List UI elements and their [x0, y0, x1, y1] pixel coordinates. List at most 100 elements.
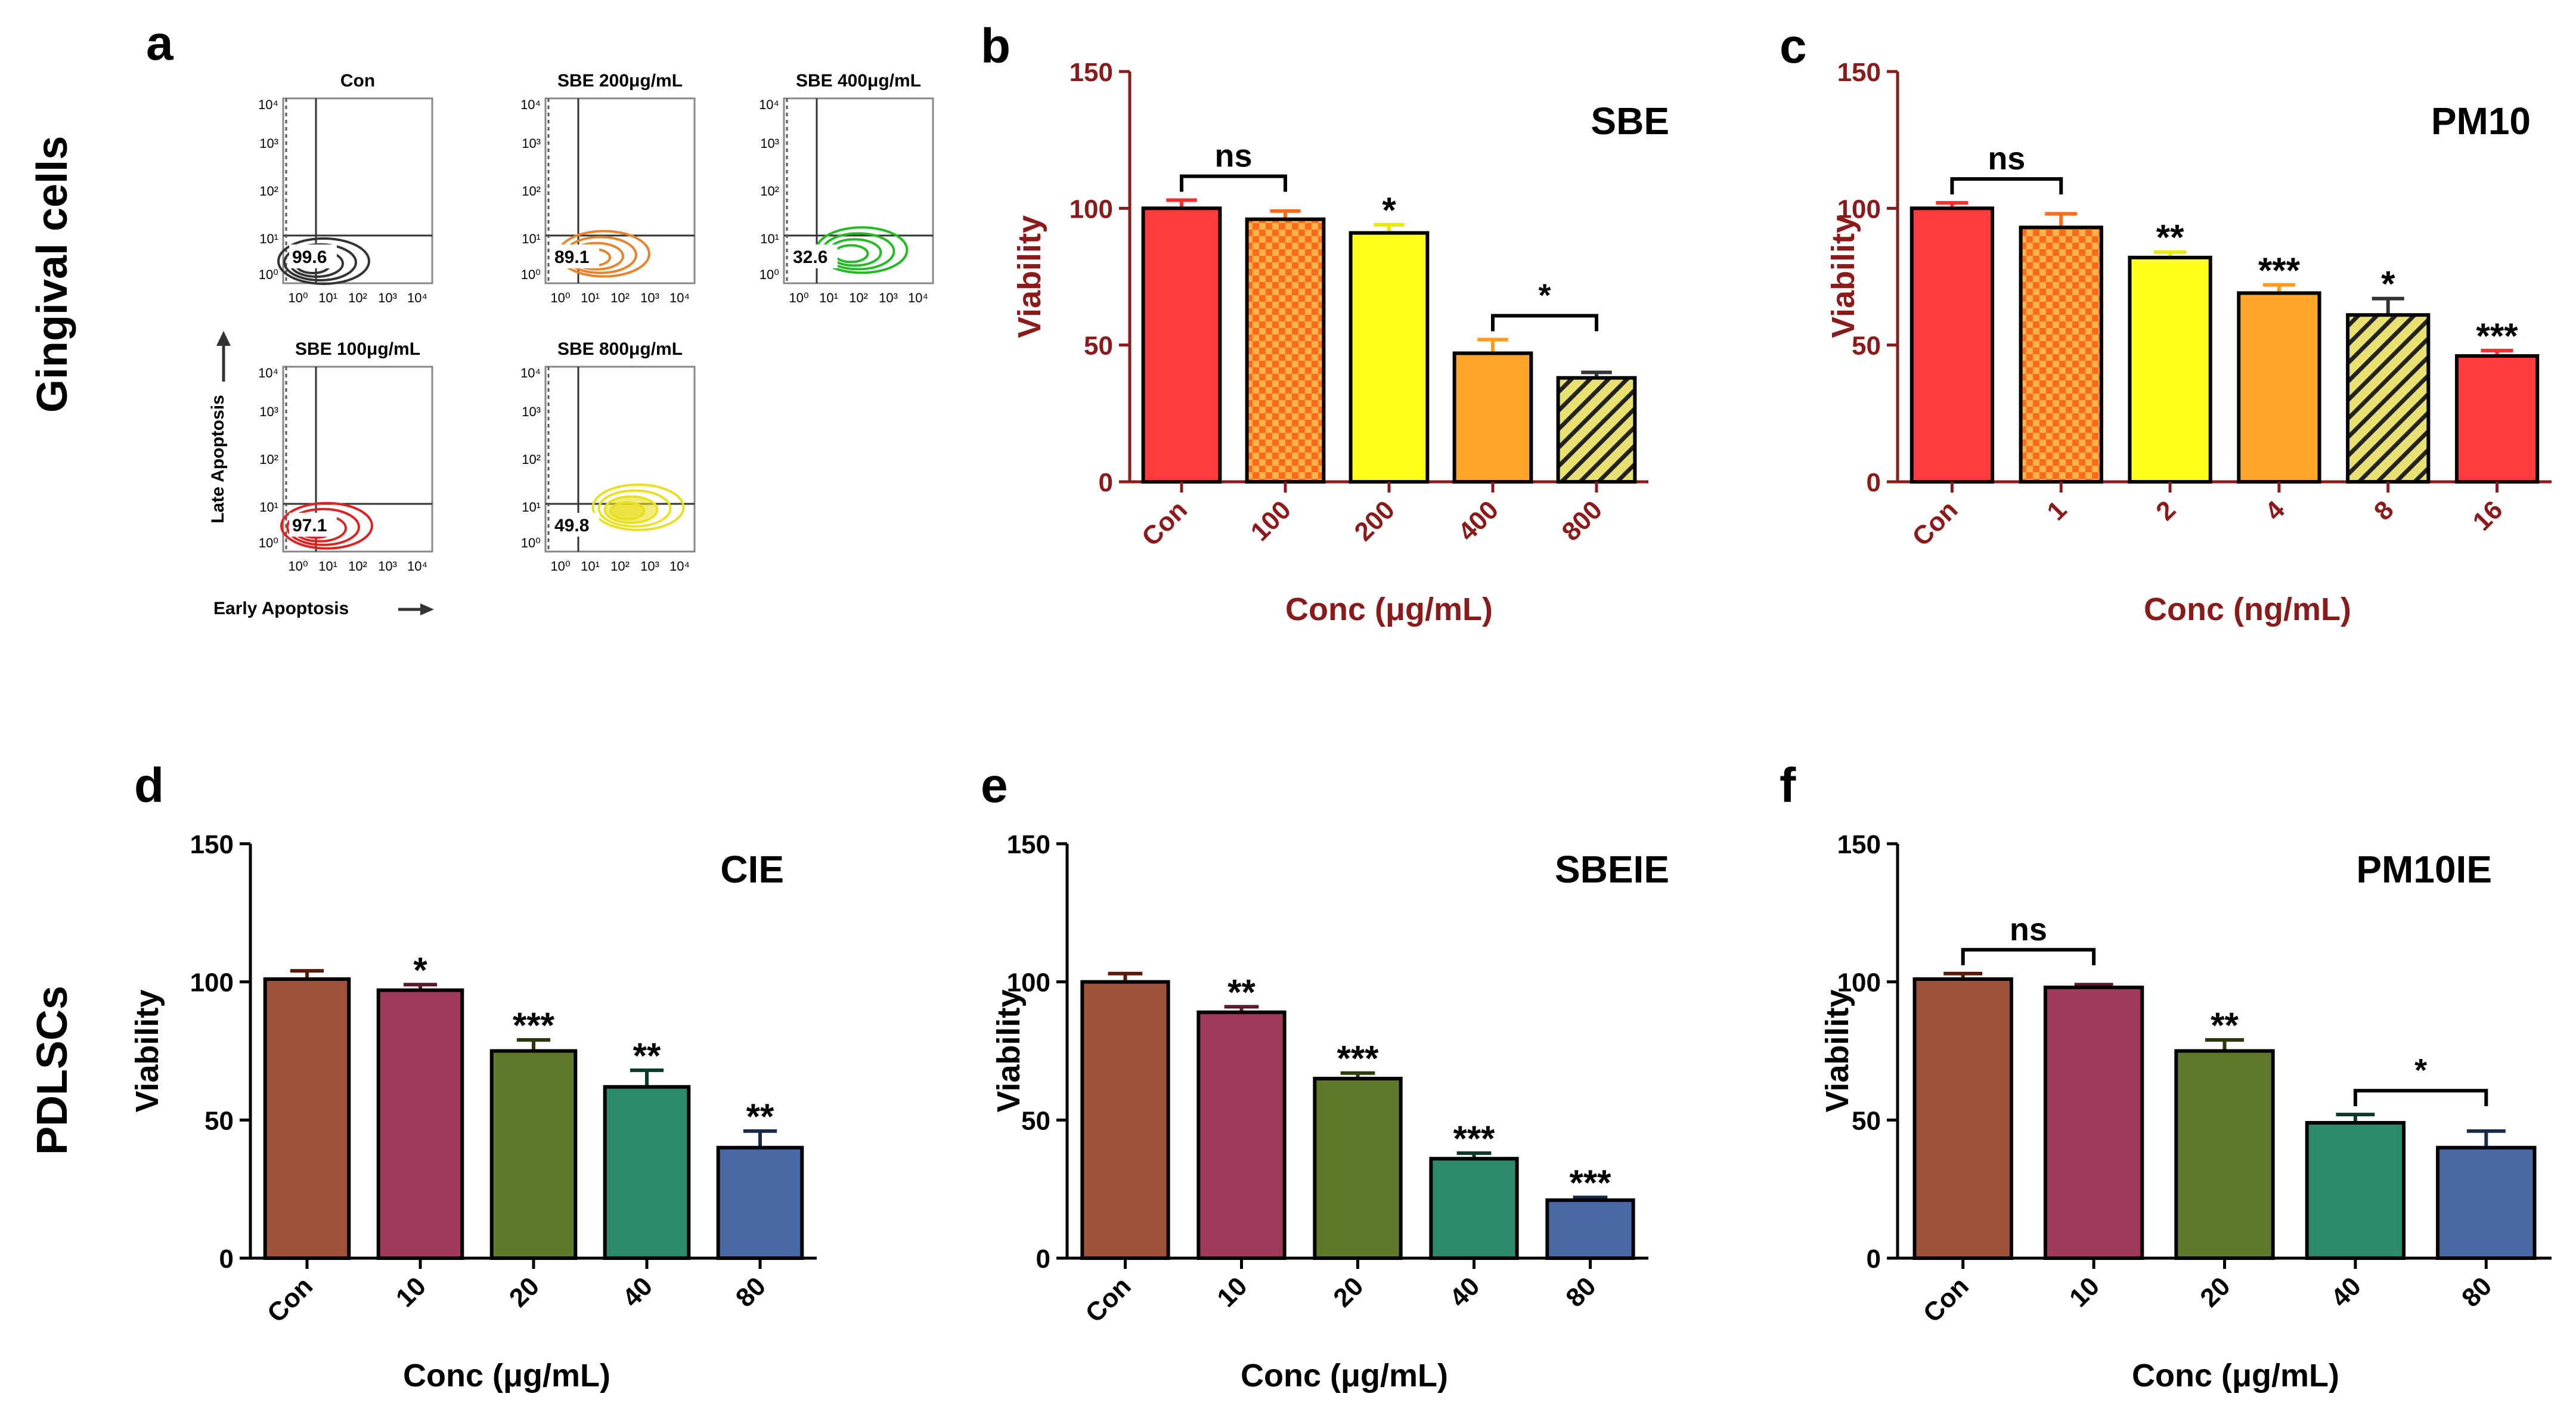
- flow-x-tick-label: 10⁴: [908, 290, 928, 305]
- flow-x-tick-label: 10⁴: [407, 290, 427, 305]
- flow-value-bg: [289, 244, 337, 268]
- y-axis-label: Viability: [991, 989, 1027, 1112]
- bar: [603, 1085, 691, 1260]
- significance-stars: *: [413, 950, 427, 990]
- significance-bracket: [1950, 177, 2063, 195]
- bracket-label: ns: [2010, 912, 2047, 947]
- x-tick-label: 8: [2369, 495, 2400, 526]
- flow-x-tick-label: 10¹: [581, 290, 600, 305]
- x-tick-label: 20: [504, 1271, 545, 1312]
- flow-y-tick-label: 10³: [259, 404, 278, 419]
- row-label-gingival-cells: Gingival cells: [29, 136, 76, 413]
- panel-letter: e: [981, 758, 1008, 813]
- flow-x-tick-label: 10⁰: [550, 559, 570, 574]
- y-tick-label: 50: [1084, 332, 1113, 361]
- flow-y-tick-label: 10⁴: [258, 366, 278, 380]
- y-axis-label: Viability: [1825, 215, 1861, 338]
- y-tick-label: 100: [1007, 968, 1050, 998]
- flow-plot-frame: [544, 97, 696, 284]
- chart-c: c PM10 0 50 100 150 Viability Con 1 2 ** 4 *** 8 * 16 **…: [1780, 19, 2552, 627]
- y-tick-label: 100: [190, 968, 234, 998]
- x-tick-label: 1: [2041, 495, 2072, 526]
- significance-stars: *: [1382, 190, 1396, 230]
- y-tick-label: 50: [1852, 332, 1881, 361]
- chart-title: CIE: [720, 848, 784, 891]
- x-tick-label: 20: [2194, 1271, 2236, 1312]
- flow-y-tick-label: 10¹: [259, 500, 278, 515]
- y-tick-label: 100: [1070, 194, 1113, 224]
- significance-stars: ***: [1337, 1039, 1379, 1079]
- y-tick-label: 100: [1837, 968, 1881, 998]
- flow-y-tick-label: 10³: [522, 404, 541, 419]
- flow-y-tick-label: 10⁴: [258, 97, 278, 112]
- flow-contour: [597, 489, 672, 528]
- flow-quadrant-value: 49.8: [554, 516, 589, 535]
- x-tick-label: Con: [262, 1271, 318, 1328]
- bar: [263, 977, 351, 1260]
- bar: [376, 988, 464, 1260]
- bar: [2346, 313, 2431, 484]
- flow-value-bg: [790, 244, 838, 268]
- bar: [1912, 977, 2013, 1260]
- flow-plot-frame: [783, 97, 934, 284]
- bracket-label: ns: [1214, 138, 1252, 174]
- flow-y-axis-label: Late Apoptosis: [208, 395, 228, 524]
- flow-quadrant-value: 97.1: [292, 516, 327, 535]
- bar: [2436, 1145, 2537, 1260]
- flow-x-tick-label: 10¹: [819, 290, 838, 305]
- x-tick-label: 2: [2150, 495, 2181, 526]
- y-tick-label: 50: [1021, 1106, 1050, 1135]
- x-tick-label: 4: [2259, 495, 2290, 526]
- flow-x-tick-label: 10⁰: [789, 290, 808, 305]
- flow-quadrant-value: 89.1: [554, 247, 589, 267]
- flow-x-tick-label: 10¹: [581, 559, 600, 574]
- flow-contour: [603, 495, 659, 524]
- chart-title: PM10: [2431, 100, 2531, 143]
- y-tick-label: 150: [1007, 830, 1050, 859]
- y-axis-label: Viability: [1819, 989, 1855, 1112]
- flow-value-bg: [551, 513, 599, 537]
- flow-contour: [280, 501, 373, 550]
- flow-x-tick-label: 10³: [640, 290, 659, 305]
- y-axis-label: Viability: [129, 989, 165, 1112]
- flow-x-tick-label: 10⁴: [669, 290, 690, 305]
- flow-y-tick-label: 10³: [259, 136, 278, 151]
- bracket-label: ns: [1988, 141, 2025, 176]
- x-tick-label: 800: [1557, 495, 1608, 547]
- flow-plot-frame: [282, 366, 433, 553]
- flow-x-tick-label: 10²: [348, 290, 367, 305]
- bar: [1452, 351, 1533, 484]
- up-arrow-icon: [216, 331, 231, 346]
- y-tick-label: 0: [219, 1244, 234, 1274]
- flow-y-tick-label: 10⁰: [760, 267, 779, 282]
- flow-x-tick-label: 10³: [378, 290, 397, 305]
- flow-y-tick-label: 10¹: [760, 231, 779, 246]
- x-tick-label: 20: [1328, 1271, 1369, 1312]
- flow-y-tick-label: 10¹: [522, 231, 541, 246]
- bar: [489, 1049, 578, 1260]
- flow-plot-title: SBE 800μg/mL: [557, 339, 683, 359]
- significance-stars: **: [2156, 218, 2184, 258]
- panel-letter: b: [981, 19, 1010, 73]
- flow-y-tick-label: 10³: [522, 136, 541, 151]
- flow-y-tick-label: 10⁴: [520, 97, 541, 112]
- y-tick-label: 0: [1036, 1244, 1050, 1274]
- significance-bracket: [1961, 947, 2096, 965]
- flow-plot: SBE 200μg/mL 89.1 10⁰ 10⁰ 10¹ 10¹ 10² 10² 10³ 10³…: [520, 71, 696, 305]
- flow-x-tick-label: 10³: [378, 559, 397, 574]
- y-tick-label: 0: [1099, 468, 1113, 497]
- x-tick-label: 10: [390, 1271, 432, 1312]
- flow-quadrant-value: 99.6: [292, 247, 327, 267]
- significance-stars: ***: [1569, 1163, 1611, 1203]
- flow-plot: SBE 100μg/mL 97.1 10⁰ 10⁰ 10¹ 10¹ 10² 10² 10³ 10³…: [258, 339, 433, 574]
- flow-contour: [277, 237, 370, 285]
- chart-e: e SBEIE 0 50 100 150 Viability Con 10 ** 20 *** 40 **…: [981, 758, 1669, 1394]
- bracket-label: *: [1538, 277, 1551, 313]
- flow-x-tick-label: 10⁴: [407, 559, 427, 574]
- significance-bracket: [2353, 1089, 2488, 1107]
- y-tick-label: 150: [1837, 58, 1881, 87]
- bar: [2043, 985, 2144, 1261]
- panel-letter: d: [134, 758, 164, 813]
- y-tick-label: 100: [1837, 194, 1881, 224]
- chart-b: b SBE 0 50 100 150 Viability Con 100 200 * 400 800 ns…: [981, 19, 1669, 627]
